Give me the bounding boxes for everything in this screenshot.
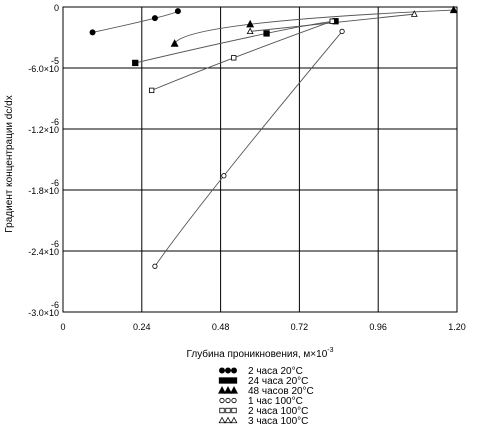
legend-label: 24 часа 20°C: [248, 376, 308, 387]
y-tick-label: -1.8×10: [28, 186, 59, 196]
x-tick-label: 0.72: [291, 322, 309, 332]
data-point: [148, 87, 155, 94]
legend: 2 часа 20°C24 часа 20°C48 часов 20°C1 ча…: [218, 366, 314, 427]
data-point: [231, 55, 237, 61]
y-tick-label: 0: [54, 3, 59, 13]
legend-marker: [230, 416, 238, 424]
y-tick-labels: 0-6.0×10-5-1.2×10-6-1.8×10-6-2.4×10-6-3.…: [28, 3, 59, 318]
data-point: [151, 15, 158, 22]
y-tick-exponent: -6: [51, 300, 59, 310]
data-point: [410, 10, 418, 17]
legend-label: 1 час 100°C: [248, 396, 303, 407]
legend-marker: [231, 407, 237, 414]
x-axis-label: Глубина проникновения, м×10-3: [187, 347, 334, 360]
x-axis-label-exponent: -3: [327, 347, 333, 354]
data-point: [152, 263, 158, 269]
legend-marker: [225, 397, 231, 404]
legend-marker: [218, 377, 226, 384]
y-tick-label: -6.0×10: [28, 64, 59, 74]
legend-marker: [224, 416, 232, 424]
y-tick-label: -3.0×10: [28, 308, 59, 318]
y-tick-exponent: -6: [51, 117, 59, 127]
data-point: [263, 30, 270, 37]
x-tick-label: 0.96: [369, 322, 387, 332]
plot-area: [62, 6, 458, 313]
y-tick-exponent: -6: [51, 178, 59, 188]
data-point: [449, 5, 458, 14]
y-tick-exponent: -5: [51, 56, 59, 66]
data-point: [174, 8, 181, 15]
data-point: [329, 18, 335, 24]
x-tick-labels: 0 0.24 0.48 0.72 0.96 1.20: [60, 322, 465, 332]
legend-label: 3 часа 100°C: [248, 416, 308, 427]
data-point: [246, 19, 255, 28]
legend-marker: [231, 397, 237, 404]
x-tick-label: 0: [60, 322, 65, 332]
legend-marker: [218, 386, 226, 394]
legend-marker: [230, 386, 238, 394]
legend-marker: [224, 386, 232, 394]
legend-marker: [224, 377, 232, 384]
x-tick-label: 1.20: [448, 322, 466, 332]
y-tick-label: -2.4×10: [28, 247, 59, 257]
legend-marker: [225, 407, 231, 414]
data-points: [89, 5, 458, 269]
legend-marker: [219, 407, 225, 414]
x-tick-label: 0.24: [133, 322, 151, 332]
y-axis-label: Градиент концентрации dc/dx: [4, 95, 15, 232]
legend-marker: [219, 397, 225, 404]
legend-marker: [230, 367, 237, 374]
data-point: [339, 28, 345, 34]
grid: [63, 7, 457, 312]
plot-frame: [62, 6, 458, 313]
legend-marker: [224, 367, 231, 374]
data-point: [246, 27, 254, 35]
data-point: [89, 29, 96, 36]
x-tick-label: 0.48: [212, 322, 230, 332]
data-point: [170, 39, 179, 47]
legend-marker: [218, 416, 226, 424]
data-point: [132, 59, 139, 67]
x-axis-label-text: Глубина проникновения, м×10: [187, 348, 328, 360]
legend-label: 2 часа 100°C: [248, 406, 308, 417]
legend-marker: [218, 367, 225, 374]
y-tick-exponent: -6: [51, 239, 59, 249]
legend-label: 2 часа 20°C: [248, 366, 303, 377]
data-point: [221, 173, 227, 179]
legend-label: 48 часов 20°C: [248, 386, 314, 397]
legend-marker: [230, 377, 238, 384]
y-tick-label: -1.2×10: [28, 125, 59, 135]
